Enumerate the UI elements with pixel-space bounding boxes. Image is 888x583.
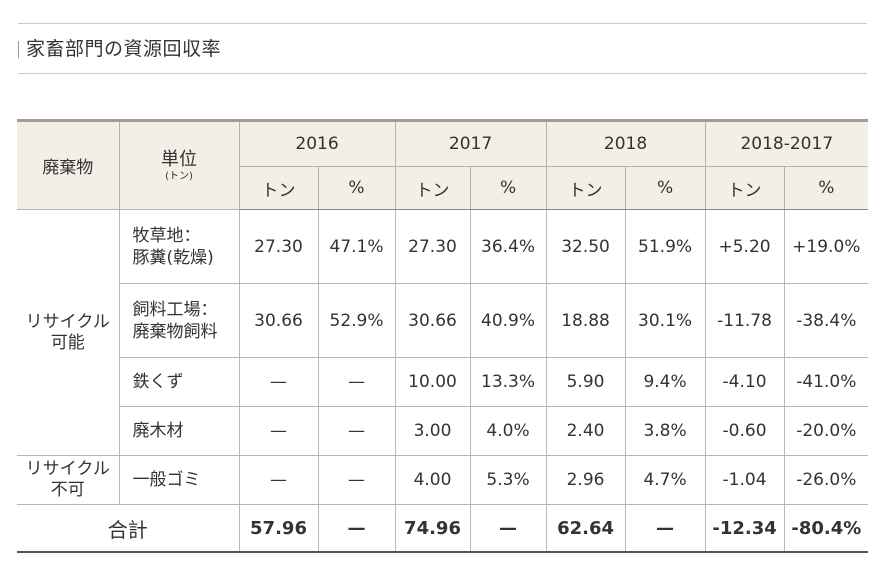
resource-recovery-table: 廃棄物 単位 (トン) 2016 2017 2018 2018-2017 トン … <box>17 119 869 553</box>
total-value: — <box>624 504 706 553</box>
header-unit-sub: (トン) <box>165 170 193 182</box>
header-year: 2018 <box>545 119 706 167</box>
cell-value: -38.4% <box>783 283 869 358</box>
cell-value: 30.1% <box>624 283 706 358</box>
header-pct: % <box>624 166 706 210</box>
cell-value: 5.90 <box>545 357 626 407</box>
row-item: 牧草地： 豚糞(乾燥) <box>118 209 239 284</box>
cell-value: 10.00 <box>394 357 471 407</box>
cell-value: 5.3% <box>469 455 547 505</box>
cell-value: — <box>238 455 318 505</box>
total-value: 62.64 <box>545 504 626 553</box>
row-item: 一般ゴミ <box>118 455 239 505</box>
cell-value: 2.96 <box>545 455 626 505</box>
row-item: 廃木材 <box>118 406 239 456</box>
header-ton: トン <box>394 166 471 210</box>
cell-value: 36.4% <box>469 209 547 284</box>
total-value: 57.96 <box>238 504 318 553</box>
header-pct: % <box>469 166 547 210</box>
total-value: — <box>469 504 547 553</box>
cell-value: 13.3% <box>469 357 547 407</box>
cell-value: 40.9% <box>469 283 547 358</box>
header-ton: トン <box>238 166 318 210</box>
cell-value: 3.00 <box>394 406 471 456</box>
cell-value: 4.00 <box>394 455 471 505</box>
cell-value: 30.66 <box>394 283 471 358</box>
header-waste: 廃棄物 <box>17 119 120 210</box>
cell-value: — <box>317 357 396 407</box>
header-year: 2018-2017 <box>704 119 869 167</box>
cell-value: -41.0% <box>783 357 869 407</box>
total-value: 74.96 <box>394 504 471 553</box>
cell-value: -0.60 <box>704 406 785 456</box>
total-value: -80.4% <box>783 504 869 553</box>
header-ton: トン <box>545 166 626 210</box>
cell-value: 3.8% <box>624 406 706 456</box>
cell-value: -11.78 <box>704 283 785 358</box>
cell-value: 27.30 <box>394 209 471 284</box>
cell-value: -26.0% <box>783 455 869 505</box>
cell-value: — <box>238 406 318 456</box>
cell-value: 27.30 <box>238 209 318 284</box>
cell-value: 30.66 <box>238 283 318 358</box>
category-nonrecyclable: リサイクル 不可 <box>17 455 119 505</box>
total-row: 合計 57.96 — 74.96 — 62.64 — -12.34 -80.4% <box>17 504 869 553</box>
bottom-rule <box>18 73 867 74</box>
cell-value: +5.20 <box>704 209 785 284</box>
cell-value: — <box>317 455 396 505</box>
table-row: 鉄くず — — 10.00 13.3% 5.90 9.4% -4.10 -41.… <box>17 357 869 407</box>
table-row: リサイクル 不可 一般ゴミ — — 4.00 5.3% 2.96 4.7% -1.… <box>17 455 869 505</box>
header-row-years: 廃棄物 単位 (トン) 2016 2017 2018 2018-2017 <box>17 119 869 210</box>
cell-value: 51.9% <box>624 209 706 284</box>
total-value: — <box>317 504 396 553</box>
cell-value: 47.1% <box>317 209 396 284</box>
cell-value: 18.88 <box>545 283 626 358</box>
header-unit-label: 単位 <box>161 148 197 170</box>
cell-value: -4.10 <box>704 357 785 407</box>
header-row-units: トン % トン % トン % トン % <box>17 166 869 210</box>
header-pct: % <box>317 166 396 210</box>
cell-value: +19.0% <box>783 209 869 284</box>
cell-value: 4.7% <box>624 455 706 505</box>
header-year: 2016 <box>238 119 396 167</box>
cell-value: — <box>317 406 396 456</box>
table-row: リサイクル 可能 牧草地： 豚糞(乾燥) 27.30 47.1% 27.30 36.… <box>17 209 869 456</box>
table-row: 飼料工場： 廃棄物飼料 30.66 52.9% 30.66 40.9% 18.88… <box>17 283 869 358</box>
cell-value: -1.04 <box>704 455 785 505</box>
header-unit: 単位 (トン) <box>118 119 240 210</box>
cell-value: — <box>238 357 318 407</box>
page-title: 家畜部門の資源回収率 <box>26 38 222 60</box>
category-recyclable: リサイクル 可能 <box>17 209 119 456</box>
row-item: 飼料工場： 廃棄物飼料 <box>118 283 239 358</box>
row-item: 鉄くず <box>118 357 239 407</box>
cell-value: 2.40 <box>545 406 626 456</box>
table-row: 廃木材 — — 3.00 4.0% 2.40 3.8% -0.60 -20.0% <box>17 406 869 456</box>
title-marker <box>18 41 19 58</box>
total-label: 合計 <box>17 504 239 553</box>
cell-value: 32.50 <box>545 209 626 284</box>
header-ton: トン <box>704 166 785 210</box>
total-value: -12.34 <box>704 504 785 553</box>
header-pct: % <box>783 166 869 210</box>
cell-value: 9.4% <box>624 357 706 407</box>
header-year: 2017 <box>394 119 547 167</box>
top-rule <box>18 23 867 24</box>
cell-value: 4.0% <box>469 406 547 456</box>
cell-value: -20.0% <box>783 406 869 456</box>
cell-value: 52.9% <box>317 283 396 358</box>
